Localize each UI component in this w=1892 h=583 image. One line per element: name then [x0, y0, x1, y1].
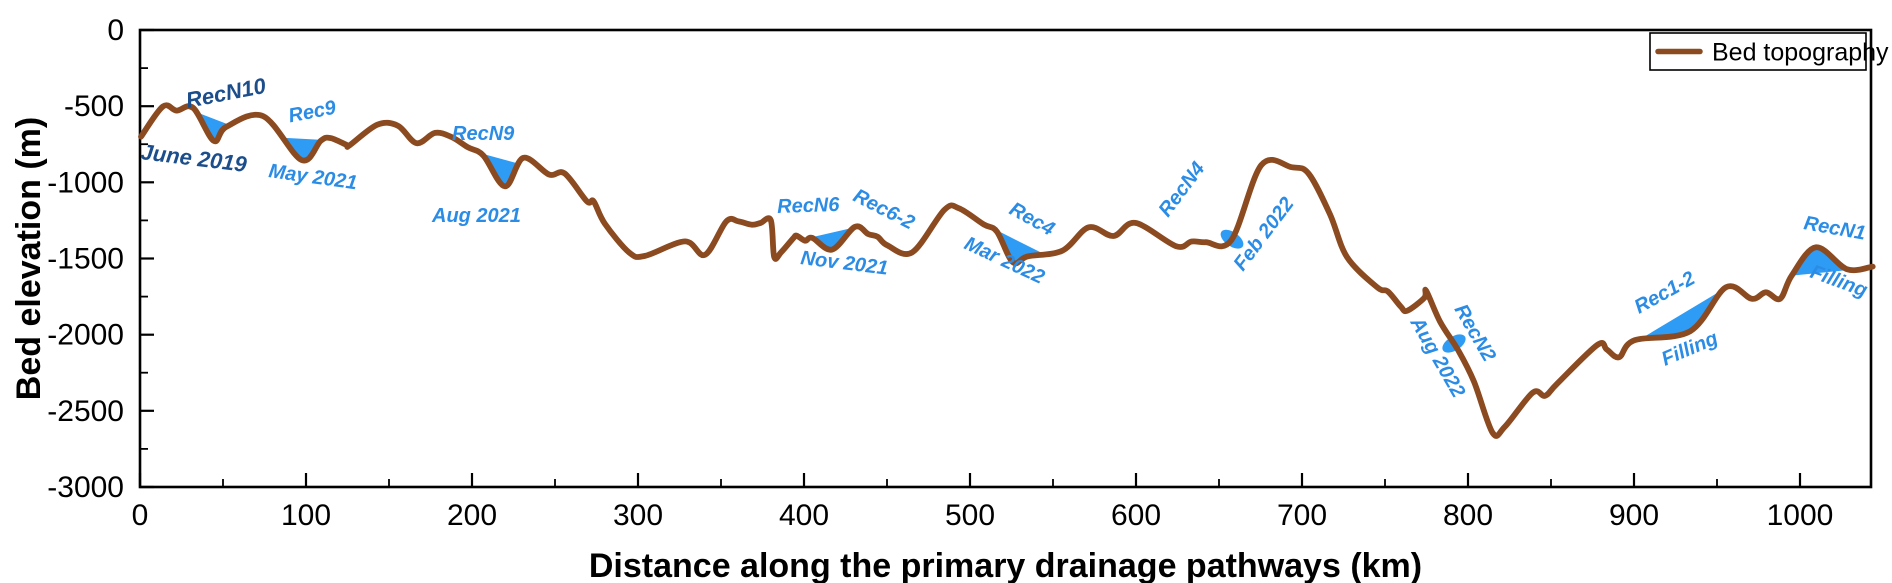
svg-text:-2500: -2500	[47, 395, 124, 428]
svg-text:300: 300	[613, 499, 663, 532]
svg-text:Bed elevation (m): Bed elevation (m)	[10, 117, 48, 400]
svg-text:100: 100	[281, 499, 331, 532]
svg-text:Aug 2021: Aug 2021	[431, 205, 521, 227]
svg-text:Feb 2022: Feb 2022	[1229, 193, 1298, 275]
svg-text:RecN9: RecN9	[452, 123, 515, 145]
svg-text:RecN1: RecN1	[1802, 212, 1867, 244]
svg-text:600: 600	[1111, 499, 1161, 532]
svg-text:500: 500	[945, 499, 995, 532]
svg-text:900: 900	[1609, 499, 1659, 532]
svg-text:0: 0	[132, 499, 149, 532]
svg-text:-500: -500	[64, 90, 124, 123]
svg-text:Distance along the primary dra: Distance along the primary drainage path…	[589, 547, 1422, 583]
svg-text:Nov 2021: Nov 2021	[799, 247, 889, 280]
svg-text:Rec4: Rec4	[1006, 198, 1058, 240]
svg-text:RecN6: RecN6	[777, 194, 841, 218]
svg-text:200: 200	[447, 499, 497, 532]
svg-text:-1500: -1500	[47, 243, 124, 276]
svg-text:-2000: -2000	[47, 319, 124, 352]
svg-text:800: 800	[1443, 499, 1493, 532]
svg-text:Bed topography: Bed topography	[1712, 39, 1889, 67]
svg-text:RecN4: RecN4	[1154, 158, 1209, 221]
svg-text:Rec9: Rec9	[287, 97, 339, 128]
svg-text:400: 400	[779, 499, 829, 532]
svg-text:RecN2: RecN2	[1450, 301, 1500, 366]
svg-text:May 2021: May 2021	[267, 160, 358, 194]
svg-text:1000: 1000	[1767, 499, 1834, 532]
svg-text:-3000: -3000	[47, 471, 124, 504]
svg-text:RecN10: RecN10	[184, 73, 269, 113]
svg-text:-1000: -1000	[47, 166, 124, 199]
svg-text:June 2019: June 2019	[139, 139, 248, 177]
svg-text:0: 0	[107, 14, 124, 47]
svg-text:700: 700	[1277, 499, 1327, 532]
